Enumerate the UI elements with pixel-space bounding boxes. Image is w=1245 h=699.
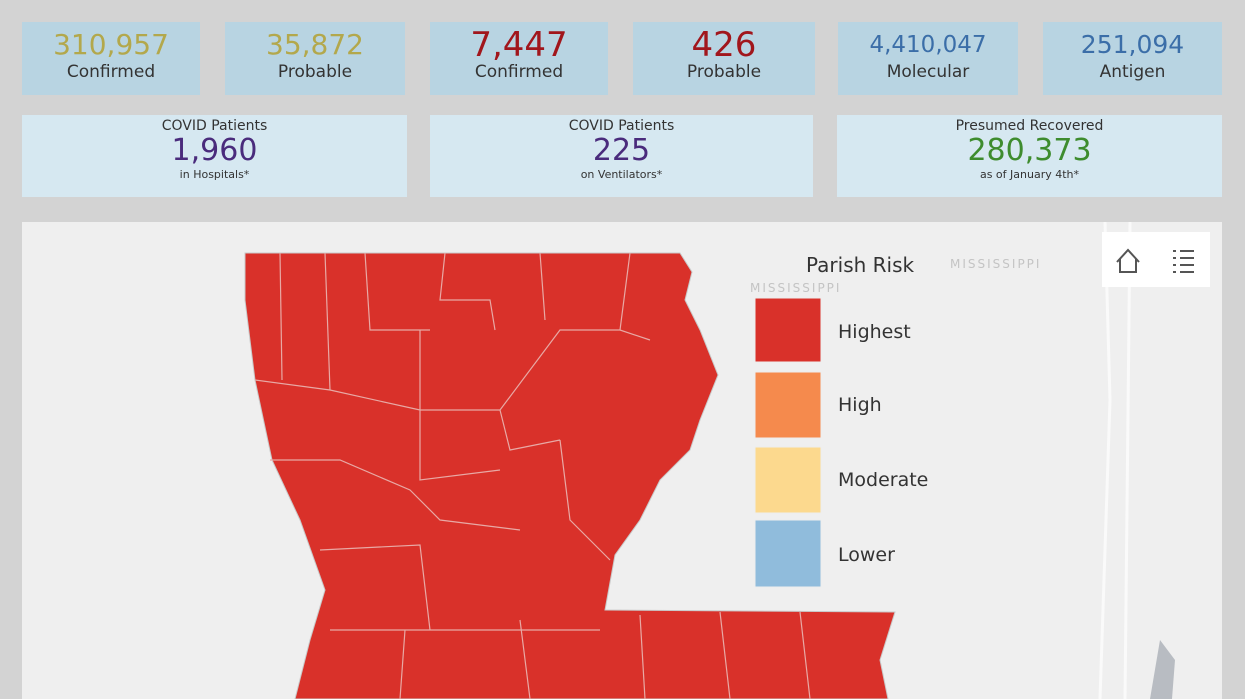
- legend-swatch: [754, 446, 822, 514]
- legend-label: Moderate: [838, 469, 928, 491]
- legend-swatch: [754, 519, 822, 588]
- stat-label: Antigen: [1099, 62, 1166, 82]
- stat-value: 310,957: [53, 28, 169, 61]
- map: MISSISSIPPI MISSISSIPPI Parish Risk High…: [22, 222, 1222, 699]
- stat-value: 35,872: [266, 28, 364, 61]
- water: [1150, 640, 1175, 699]
- stat-value: 426: [691, 25, 757, 65]
- info-note: in Hospitals*: [179, 168, 250, 181]
- stat-card: 426 Probable: [633, 22, 815, 95]
- legend-label: Lower: [838, 544, 895, 566]
- stat-card: 7,447 Confirmed: [430, 22, 608, 95]
- home-button[interactable]: [1116, 248, 1140, 273]
- stat-value: 251,094: [1080, 30, 1185, 59]
- legend-title: Parish Risk: [806, 253, 915, 277]
- louisiana: [244, 252, 896, 699]
- info-value: 225: [592, 133, 651, 168]
- info-title: COVID Patients: [161, 118, 268, 134]
- legend-button[interactable]: [1173, 250, 1194, 273]
- stat-label: Molecular: [886, 62, 970, 82]
- stat-label: Probable: [686, 62, 762, 82]
- info-value: 280,373: [967, 133, 1092, 168]
- info-card: COVID Patients 225 on Ventilators*: [430, 115, 813, 197]
- stat-card: 310,957 Confirmed: [22, 22, 200, 95]
- stat-value: 7,447: [470, 25, 568, 65]
- stat-card: 35,872 Probable: [225, 22, 405, 95]
- stat-value: 4,410,047: [869, 32, 987, 58]
- stat-label: Probable: [277, 62, 353, 82]
- map-label: MISSISSIPPI: [750, 281, 841, 295]
- stat-card: 4,410,047 Molecular: [838, 22, 1018, 95]
- info-note: as of January 4th*: [979, 168, 1080, 181]
- legend-swatch: [754, 371, 822, 439]
- info-title: COVID Patients: [568, 118, 675, 134]
- info-note: on Ventilators*: [580, 168, 663, 181]
- info-value: 1,960: [171, 133, 258, 168]
- stat-card: 251,094 Antigen: [1043, 22, 1222, 95]
- info-card: Presumed Recovered 280,373 as of January 4…: [837, 115, 1222, 197]
- legend-label: Highest: [838, 321, 911, 343]
- parish-borders: [254, 252, 811, 699]
- map-label: MISSISSIPPI: [950, 257, 1041, 271]
- info-card: COVID Patients 1,960 in Hospitals*: [22, 115, 407, 197]
- legend-label: High: [838, 394, 882, 416]
- info-title: Presumed Recovered: [955, 118, 1104, 134]
- stat-label: Confirmed: [66, 62, 156, 82]
- stat-label: Confirmed: [474, 62, 564, 82]
- legend-swatch: [754, 297, 822, 363]
